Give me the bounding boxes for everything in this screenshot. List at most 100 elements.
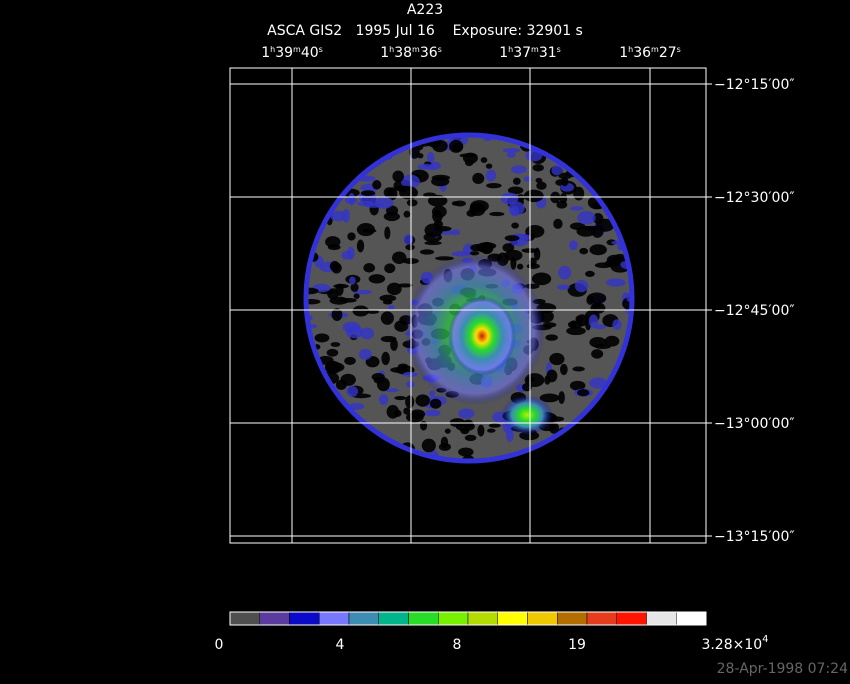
noise-dark — [394, 395, 407, 401]
image — [305, 134, 633, 462]
noise-dark — [390, 367, 408, 373]
noise-dark — [421, 438, 436, 453]
ra-label: 1h39m40s — [261, 45, 323, 61]
colorbar-swatch — [616, 611, 647, 626]
noise-blue — [551, 164, 563, 176]
noise-dark — [424, 240, 442, 246]
noise-dark — [352, 305, 370, 317]
colorbar-swatch — [676, 611, 707, 626]
noise-dark — [469, 251, 480, 256]
colorbar-label: 8 — [453, 637, 462, 653]
noise-dark — [585, 270, 595, 278]
noise-dark — [329, 296, 349, 305]
ra-label-part: s — [557, 45, 561, 54]
noise-blue — [424, 409, 441, 417]
noise-dark — [372, 180, 382, 190]
noise-blue — [506, 151, 516, 158]
dec-label: −13°00′00″ — [714, 416, 795, 432]
colorbar-label: 19 — [568, 637, 586, 653]
noise-dark — [431, 174, 451, 181]
noise-dark — [579, 247, 589, 255]
ra-label-part: m — [651, 45, 659, 54]
noise-dark — [325, 236, 341, 248]
ra-label-part: 1 — [499, 45, 508, 61]
ra-label-part: m — [412, 45, 420, 54]
noise-dark — [459, 153, 478, 158]
colorbar-swatch — [527, 611, 558, 626]
noise-blue — [505, 429, 514, 443]
colorbar-swatch — [378, 611, 409, 626]
dec-label: −13°15′00″ — [714, 529, 795, 545]
noise-dark — [432, 139, 448, 153]
noise-dark — [406, 412, 424, 423]
noise-dark — [452, 142, 464, 152]
noise-dark — [431, 205, 447, 218]
noise-dark — [516, 194, 525, 202]
noise-dark — [390, 338, 398, 351]
noise-dark — [394, 185, 412, 191]
noise-dark — [386, 205, 399, 216]
noise-dark — [386, 404, 400, 419]
noise-dark — [392, 170, 405, 183]
noise-dark — [353, 293, 360, 299]
noise-dark — [403, 407, 411, 415]
noise-dark — [517, 263, 524, 270]
noise-blue — [558, 265, 572, 280]
subtitle: ASCA GIS2 1995 Jul 16 Exposure: 32901 s — [267, 23, 583, 39]
ra-label-part: s — [319, 45, 323, 54]
colorbar-frame — [229, 611, 707, 626]
noise-dark — [366, 309, 380, 314]
noise-dark — [604, 335, 620, 347]
noise-dark — [549, 352, 565, 366]
noise-dark — [488, 423, 501, 428]
coordinate-grid: 1h39m40s 1h38m36s 1h37m31s 1h36m27s−12°15′0… — [230, 45, 795, 545]
noise-dark — [535, 177, 543, 184]
colorbar-label: 3.28×104 — [701, 634, 768, 653]
ra-label-part: m — [293, 45, 301, 54]
noise-blue — [427, 152, 435, 163]
noise-dark — [451, 201, 459, 206]
noise-blue — [346, 385, 359, 397]
noise-dark — [331, 308, 343, 322]
noise-dark — [504, 249, 523, 261]
colorbar-swatch — [229, 611, 260, 626]
noise-dark — [409, 145, 420, 159]
noise-dark — [444, 428, 451, 434]
noise-dark — [335, 283, 344, 296]
ra-label-part: s — [438, 45, 442, 54]
ra-label-part: h — [389, 45, 394, 54]
noise-dark — [379, 294, 397, 302]
noise-dark — [558, 391, 565, 405]
noise-blue — [500, 192, 519, 205]
noise-dark — [511, 222, 519, 229]
noise-dark — [356, 223, 375, 237]
noise-dark — [458, 447, 474, 457]
ra-label-part: h — [628, 45, 633, 54]
noise-blue — [429, 390, 436, 397]
colorbar-swatch — [557, 611, 588, 626]
noise-dark — [460, 427, 470, 435]
noise-dark — [576, 314, 588, 327]
noise-dark — [590, 302, 606, 314]
noise-dark — [609, 256, 627, 263]
noise-dark — [507, 186, 524, 195]
noise-blue — [360, 327, 375, 340]
ra-label-part: 39 — [275, 45, 293, 61]
noise-dark — [419, 249, 435, 255]
noise-dark — [350, 283, 359, 292]
noise-dark — [526, 263, 540, 269]
noise-dark — [397, 283, 413, 288]
ra-label-part: 36 — [420, 45, 438, 61]
noise-dark — [486, 183, 502, 189]
noise-dark — [542, 322, 557, 328]
noise-dark — [434, 256, 454, 261]
noise-dark — [368, 274, 386, 284]
noise-dark — [405, 395, 415, 409]
noise-dark — [325, 362, 345, 373]
noise-dark — [330, 342, 341, 347]
noise-dark — [569, 222, 586, 230]
noise-dark — [347, 232, 356, 241]
noise-dark — [305, 287, 319, 295]
colorbar-swatch — [408, 611, 439, 626]
noise-dark — [570, 320, 577, 329]
